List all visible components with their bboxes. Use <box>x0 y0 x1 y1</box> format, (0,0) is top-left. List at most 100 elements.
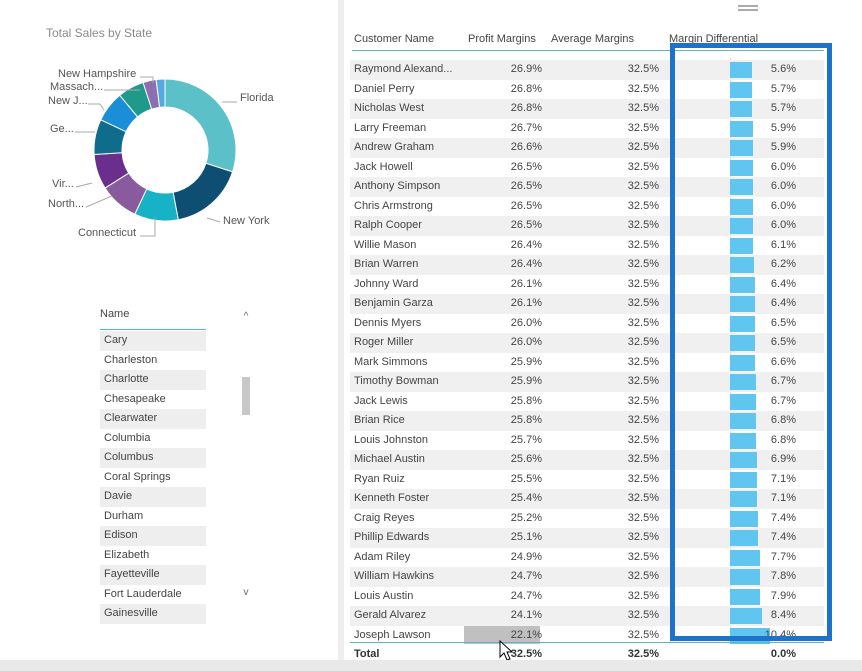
donut-label: New Hampshire <box>58 68 136 80</box>
scroll-up-icon[interactable]: ^ <box>243 311 249 322</box>
donut-slice[interactable] <box>164 78 237 173</box>
margin-databar <box>730 237 753 254</box>
slicer-item[interactable]: Gainesville <box>100 604 206 624</box>
cell-customer-name: Willie Mason <box>354 238 417 251</box>
donut-label: North... <box>48 198 84 210</box>
donut-slice[interactable] <box>172 162 234 221</box>
cell-average-margins: 32.5% <box>627 219 659 231</box>
column-header-customer-name[interactable]: Customer Name <box>354 33 435 45</box>
cell-margin-differential: 6.7% <box>770 394 796 407</box>
cell-customer-name: Jack Howell <box>354 160 413 173</box>
cell-customer-name: Larry Freeman <box>354 121 427 134</box>
cell-average-margins: 32.5% <box>627 277 659 290</box>
cell-margin-differential: 7.4% <box>770 511 796 524</box>
table-row[interactable]: Dennis Myers 26.0% 32.5% 6.5% <box>350 314 824 334</box>
cell-profit-margins: 26.5% <box>510 199 542 212</box>
cell-average-margins: 32.5% <box>627 472 659 485</box>
column-header-margin-differential[interactable]: Margin Differential <box>669 33 759 45</box>
table-row[interactable]: Larry Freeman 26.7% 32.5% 5.9% <box>350 119 824 139</box>
slicer-scrollbar[interactable]: ^ v <box>241 312 251 607</box>
total-divider <box>350 642 824 643</box>
drag-grip-icon[interactable] <box>738 5 758 11</box>
slicer-item[interactable]: Columbia <box>104 431 151 444</box>
table-row[interactable]: Daniel Perry 26.8% 32.5% 5.7% <box>350 80 824 100</box>
slicer-item[interactable]: Clearwater <box>100 409 206 429</box>
selected-cell[interactable] <box>464 625 540 644</box>
slicer-item[interactable]: Chesapeake <box>104 392 166 405</box>
cell-profit-margins: 26.5% <box>510 180 542 192</box>
cell-customer-name: Ryan Ruiz <box>354 472 405 485</box>
cell-margin-differential: 6.6% <box>770 355 796 368</box>
table-row[interactable]: Raymond Alexand... 26.9% 32.5% 5.6% <box>350 60 824 80</box>
table-row[interactable]: Phillip Edwards 25.1% 32.5% 7.4% <box>350 528 824 548</box>
slicer-item[interactable]: Coral Springs <box>104 470 171 483</box>
table-row[interactable]: Jack Howell 26.5% 32.5% 6.0% <box>350 158 824 178</box>
margin-databar <box>730 315 755 332</box>
table-visual[interactable]: Customer Name Profit Margins Average Mar… <box>344 0 862 660</box>
table-row[interactable]: Benjamin Garza 26.1% 32.5% 6.4% <box>350 294 824 314</box>
table-row[interactable]: Jack Lewis 25.8% 32.5% 6.7% <box>350 392 824 412</box>
cell-margin-differential: 7.9% <box>770 589 796 602</box>
table-row[interactable]: Adam Riley 24.9% 32.5% 7.7% <box>350 548 824 568</box>
table-row[interactable]: Craig Reyes 25.2% 32.5% 7.4% <box>350 509 824 529</box>
table-row[interactable]: Mark Simmons 25.9% 32.5% 6.6% <box>350 353 824 373</box>
table-row[interactable]: Willie Mason 26.4% 32.5% 6.1% <box>350 236 824 256</box>
cell-average-margins: 32.5% <box>627 492 659 504</box>
table-row[interactable]: Kenneth Foster 25.4% 32.5% 7.1% <box>350 489 824 509</box>
table-row[interactable]: Johnny Ward 26.1% 32.5% 6.4% <box>350 275 824 295</box>
slicer-item[interactable]: Edison <box>100 526 206 546</box>
table-row[interactable]: William Hawkins 24.7% 32.5% 7.8% <box>350 567 824 587</box>
table-row[interactable]: Timothy Bowman 25.9% 32.5% 6.7% <box>350 372 824 392</box>
table-row[interactable]: Louis Austin 24.7% 32.5% 7.9% <box>350 587 824 607</box>
cell-margin-differential: 5.7% <box>770 102 796 114</box>
table-row[interactable]: Gerald Alvarez 24.1% 32.5% 8.4% <box>350 606 824 626</box>
slicer-item[interactable]: Elizabeth <box>104 548 150 561</box>
donut-slice[interactable] <box>155 78 166 108</box>
cell-profit-margins: 26.1% <box>510 277 542 290</box>
donut-leader-line <box>75 182 93 188</box>
slicer-item[interactable]: Charlotte <box>100 370 206 390</box>
table-row[interactable]: Brian Rice 25.8% 32.5% 6.8% <box>350 411 824 431</box>
slicer-item[interactable]: Fayetteville <box>100 565 206 585</box>
slicer-item[interactable]: Davie <box>100 487 206 507</box>
scroll-down-icon[interactable]: v <box>243 587 249 598</box>
donut-chart-title: Total Sales by State <box>46 26 153 40</box>
table-row[interactable]: Roger Miller 26.0% 32.5% 6.5% <box>350 333 824 353</box>
cell-profit-margins: 26.8% <box>510 102 542 114</box>
column-header-profit-margins[interactable]: Profit Margins <box>468 33 536 45</box>
table-row[interactable]: Louis Johnston 25.7% 32.5% 6.8% <box>350 431 824 451</box>
slicer-item[interactable]: Cary <box>100 331 206 351</box>
table-row[interactable]: Anthony Simpson 26.5% 32.5% 6.0% <box>350 177 824 197</box>
cell-margin-differential: 5.6% <box>770 63 796 75</box>
margin-databar <box>730 549 760 566</box>
cell-profit-margins: 25.4% <box>510 492 542 504</box>
slicer-item[interactable]: Charleston <box>104 353 158 366</box>
margin-databar <box>730 510 758 527</box>
donut-label: Connecticut <box>78 227 136 239</box>
table-row[interactable]: Nicholas West 26.8% 32.5% 5.7% <box>350 99 824 119</box>
cell-customer-name: Brian Warren <box>354 258 419 270</box>
slicer-item[interactable]: Durham <box>104 509 144 522</box>
table-row[interactable]: Chris Armstrong 26.5% 32.5% 6.0% <box>350 197 824 217</box>
bottom-bar <box>0 660 862 671</box>
cell-margin-differential: 7.1% <box>770 492 796 504</box>
slicer-item[interactable]: Fort Lauderdale <box>104 587 182 600</box>
table-row[interactable]: Michael Austin 25.6% 32.5% 6.9% <box>350 450 824 470</box>
donut-label: Vir... <box>52 178 74 190</box>
cell-customer-name: Kenneth Foster <box>354 492 430 504</box>
cell-profit-margins: 25.6% <box>510 453 542 465</box>
table-row[interactable]: Andrew Graham 26.6% 32.5% 5.9% <box>350 138 824 158</box>
cell-margin-differential: 7.8% <box>770 570 796 582</box>
table-row[interactable]: Ralph Cooper 26.5% 32.5% 6.0% <box>350 216 824 236</box>
table-row[interactable]: Brian Warren 26.4% 32.5% 6.2% <box>350 255 824 275</box>
scroll-thumb[interactable] <box>242 377 250 415</box>
margin-databar <box>730 140 753 156</box>
column-header-average-margins[interactable]: Average Margins <box>551 33 634 45</box>
cell-customer-name: Roger Miller <box>354 336 414 348</box>
table-row[interactable]: Ryan Ruiz 25.5% 32.5% 7.1% <box>350 470 824 490</box>
margin-databar <box>730 120 753 137</box>
donut-leader-line <box>206 217 221 223</box>
slicer-item[interactable]: Columbus <box>100 448 206 468</box>
margin-databar <box>730 569 760 585</box>
